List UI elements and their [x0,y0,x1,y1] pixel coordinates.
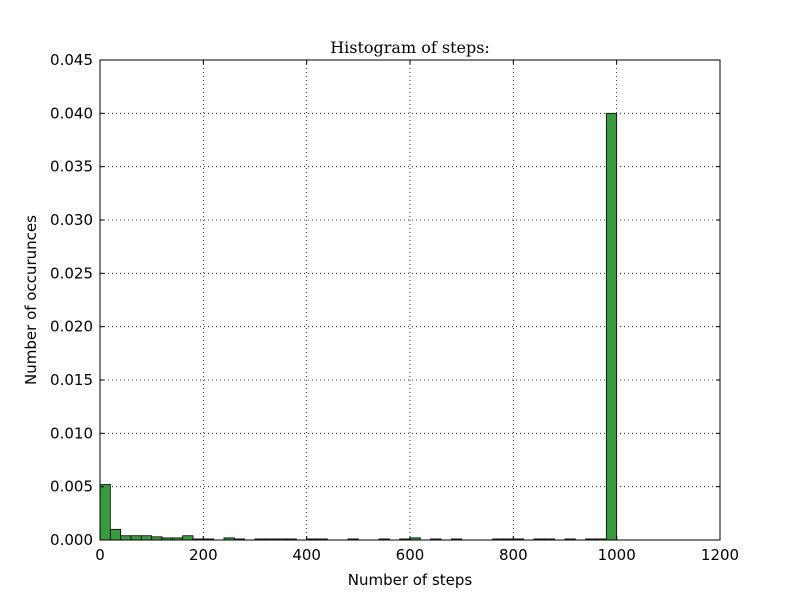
histogram-bar [605,112,618,541]
y-tick-label: 0.015 [50,371,93,389]
y-tick-label: 0.025 [50,264,93,282]
chart-title: Histogram of steps: [330,38,490,57]
x-tick-label: 1000 [598,546,636,564]
histogram-bar [130,535,142,541]
y-axis-label: Number of occurunces [22,215,40,385]
y-tick-label: 0.030 [50,211,93,229]
histogram-bar [182,535,194,541]
y-tick-label: 0.040 [50,104,93,122]
x-tick-label: 800 [499,546,528,564]
y-tick-label: 0.035 [50,158,93,176]
y-tick-label: 0.010 [50,424,93,442]
y-tick-label: 0.045 [50,51,93,69]
x-tick-label: 0 [95,546,105,564]
histogram-bar [140,535,153,541]
histogram-bar [99,484,111,541]
grid-lines [100,60,720,540]
y-tick-label: 0.000 [50,531,93,549]
histogram-bar [120,535,132,541]
histogram-bars [99,112,618,541]
axis-ticks [99,59,721,541]
x-tick-label: 200 [189,546,218,564]
x-tick-labels: 0 200 400 600 800 1000 1200 [95,546,739,564]
y-tick-label: 0.005 [50,478,93,496]
y-tick-labels: 0.000 0.005 0.010 0.015 0.020 0.025 0.030 0.035… [50,51,93,549]
y-tick-label: 0.020 [50,318,93,336]
x-axis-label: Number of steps [348,571,473,589]
histogram-bar [109,528,122,541]
x-tick-label: 1200 [701,546,739,564]
x-tick-label: 600 [396,546,425,564]
x-tick-label: 400 [292,546,321,564]
